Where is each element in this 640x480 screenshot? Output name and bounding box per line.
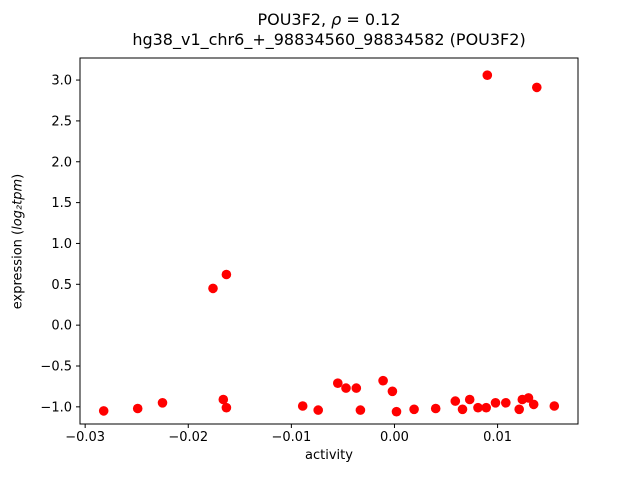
data-point (473, 402, 483, 413)
y-tick-label: 0.5 (51, 278, 72, 293)
data-point (430, 403, 441, 414)
plot-border (79, 57, 579, 425)
data-point (490, 398, 501, 408)
data-point (297, 401, 308, 411)
chart-subtitle: hg38_v1_chr6_+_98834560_98834582 (POU3F2… (132, 29, 526, 49)
x-tick-label: 0.01 (483, 430, 512, 445)
x-tick-label: −0.01 (271, 430, 311, 445)
data-point (351, 383, 362, 393)
chart-title: POU3F2, ρ = 0.12 (80, 10, 578, 30)
data-point (523, 393, 534, 403)
y-tick-label: 0.0 (51, 319, 72, 334)
y-tick-label: 2.0 (51, 155, 72, 170)
y-tick-label: 1.0 (51, 237, 72, 252)
ylabel-math: log₂tpm (10, 178, 26, 230)
data-point (528, 399, 539, 410)
data-point (464, 394, 475, 405)
data-point (98, 406, 109, 416)
data-point (218, 394, 229, 405)
x-tick-label: −0.03 (65, 430, 105, 445)
y-tick-label: 2.5 (51, 114, 72, 129)
data-point (208, 283, 218, 294)
y-tick-label: 1.5 (51, 196, 72, 211)
ylabel-suffix: ) (10, 173, 26, 179)
chart-title-block: POU3F2, ρ = 0.12 hg38_v1_chr6_+_98834560… (80, 10, 578, 49)
data-point (481, 402, 492, 413)
y-tick-label: 3.0 (51, 74, 72, 89)
y-tick-label: −1.0 (40, 400, 72, 415)
data-point (514, 404, 524, 415)
data-point (391, 406, 402, 417)
data-point (341, 383, 351, 393)
data-point (132, 403, 143, 414)
data-point (387, 386, 398, 397)
data-point (501, 398, 511, 408)
data-point (532, 82, 542, 93)
data-point (355, 405, 366, 415)
data-point (313, 405, 324, 415)
ylabel-prefix: expression ( (10, 229, 26, 310)
data-point (549, 401, 560, 411)
x-axis-label: activity (305, 448, 353, 463)
data-point (157, 398, 168, 408)
data-point (482, 70, 493, 80)
y-tick-label: −0.5 (40, 359, 72, 374)
x-tick-label: 0.00 (380, 430, 409, 445)
title-rho-symbol: ρ (331, 10, 342, 29)
data-point (409, 404, 419, 415)
data-point (450, 396, 461, 406)
data-point (221, 269, 232, 280)
data-point (378, 375, 388, 386)
data-point (333, 378, 343, 389)
title-gene: POU3F2, (257, 10, 332, 29)
y-axis-label: expression (log₂tpm) (11, 132, 26, 352)
data-point (457, 404, 468, 415)
x-tick-label: −0.02 (168, 430, 208, 445)
data-point (221, 402, 232, 413)
title-rho-value: = 0.12 (341, 10, 401, 29)
